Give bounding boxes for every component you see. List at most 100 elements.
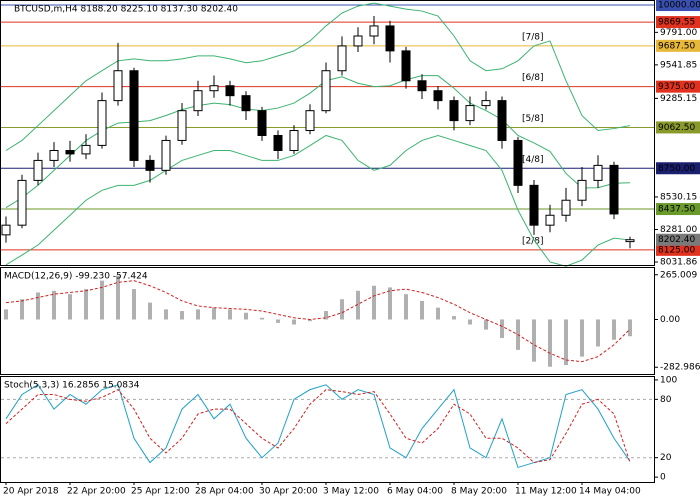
- candle-body: [353, 35, 363, 47]
- y-tick-label: 265.009: [660, 270, 697, 280]
- x-tick-label: 6 May 04:00: [387, 487, 443, 497]
- macd-bar: [500, 319, 504, 339]
- level-box: [656, 243, 700, 256]
- candle-body: [161, 139, 171, 171]
- candle-body: [81, 144, 91, 155]
- macd-bar: [84, 289, 88, 320]
- y-tick-label: 20: [660, 453, 672, 463]
- candle-body: [257, 110, 267, 136]
- candle-body: [593, 164, 603, 181]
- stoch-title: Stoch(5,3,3) 16.2856 15.0834: [4, 381, 140, 391]
- macd-bar: [580, 319, 584, 357]
- level-label: 8750.00: [658, 164, 695, 174]
- candle-body: [561, 199, 571, 216]
- macd-bar: [196, 309, 200, 320]
- x-tick-label: 14 May 04:00: [579, 487, 641, 497]
- last-price-box: [656, 233, 700, 246]
- candle-body: [97, 100, 107, 146]
- macd-bar: [260, 317, 264, 320]
- candle-body: [289, 130, 299, 151]
- candle-body: [609, 164, 619, 215]
- stoch-signal: [5, 389, 631, 464]
- x-tick-label: 8 May 20:00: [451, 487, 507, 497]
- macd-bar: [148, 302, 152, 320]
- macd-bar: [628, 319, 632, 337]
- candle-body: [545, 214, 555, 226]
- candle-body: [385, 25, 395, 52]
- candle-body: [65, 149, 75, 155]
- candle-body: [225, 85, 235, 97]
- candle-body: [625, 239, 635, 243]
- macd-bar: [36, 292, 40, 320]
- level-label: 9687.50: [658, 41, 695, 51]
- stoch-panel: [0, 376, 655, 483]
- macd-bar: [468, 319, 472, 325]
- candle-body: [177, 110, 187, 141]
- bollinger-middle: [5, 75, 631, 209]
- macd-bar: [116, 275, 120, 320]
- level-box: [656, 80, 700, 93]
- candle-body: [433, 90, 443, 102]
- macd-bar: [228, 309, 232, 320]
- candle-body: [529, 184, 539, 226]
- level-tag: [4/8]: [522, 155, 544, 165]
- level-box: [656, 121, 700, 134]
- candle-body: [273, 134, 283, 151]
- last-price-label: 8202.40: [658, 235, 695, 245]
- level-box: [656, 39, 700, 52]
- macd-bar: [596, 319, 600, 347]
- macd-bar: [388, 287, 392, 320]
- y-tick-label: 8530.15: [660, 192, 697, 202]
- macd-bar: [452, 316, 456, 320]
- macd-bar: [132, 289, 136, 320]
- y-tick-label: -282.986: [660, 363, 700, 373]
- candle-body: [465, 105, 475, 122]
- x-tick-label: 22 Apr 20:00: [67, 487, 126, 497]
- level-box: [656, 16, 700, 29]
- x-tick-label: 30 Apr 20:00: [259, 487, 318, 497]
- candle-body: [577, 179, 587, 201]
- macd-bar: [420, 300, 424, 320]
- level-box: [656, 0, 700, 12]
- candle-body: [33, 159, 43, 181]
- y-tick-label: 0: [660, 473, 666, 483]
- x-tick-label: 25 Apr 12:00: [131, 487, 190, 497]
- candle-body: [481, 100, 491, 107]
- level-label: 9062.50: [658, 123, 695, 133]
- macd-bar: [164, 309, 168, 320]
- x-tick-label: 20 Apr 2018: [3, 487, 59, 497]
- macd-bar: [52, 290, 56, 320]
- macd-title: MACD(12,26,9) -99.230 -57.424: [4, 272, 148, 282]
- level-label: 10000.00: [658, 1, 700, 11]
- macd-bar: [612, 319, 616, 340]
- y-tick-label: 80: [660, 395, 672, 405]
- candle-body: [129, 70, 139, 161]
- candle-body: [113, 70, 123, 102]
- candle-body: [369, 25, 379, 37]
- macd-bar: [244, 312, 248, 320]
- level-label: 8437.50: [658, 205, 695, 215]
- macd-signal: [5, 280, 631, 363]
- macd-bar: [276, 319, 280, 323]
- bollinger-lower: [5, 134, 631, 267]
- candle-body: [193, 90, 203, 112]
- y-tick-label: 0.00: [660, 315, 680, 325]
- macd-bar: [292, 319, 296, 325]
- macd-bar: [548, 319, 552, 367]
- macd-bar: [372, 285, 376, 320]
- level-tag: [6/8]: [522, 73, 544, 83]
- macd-bar: [4, 309, 8, 320]
- macd-bar: [340, 299, 344, 320]
- macd-bar: [100, 280, 104, 320]
- candle-body: [49, 149, 59, 161]
- macd-bar: [20, 299, 24, 320]
- level-box: [656, 203, 700, 216]
- candle-body: [305, 110, 315, 132]
- candle-body: [449, 100, 459, 122]
- macd-bar: [308, 319, 312, 322]
- y-tick-label: 9285.15: [660, 94, 697, 104]
- level-box: [656, 162, 700, 175]
- macd-bar: [532, 319, 536, 362]
- stoch-main: [5, 384, 631, 469]
